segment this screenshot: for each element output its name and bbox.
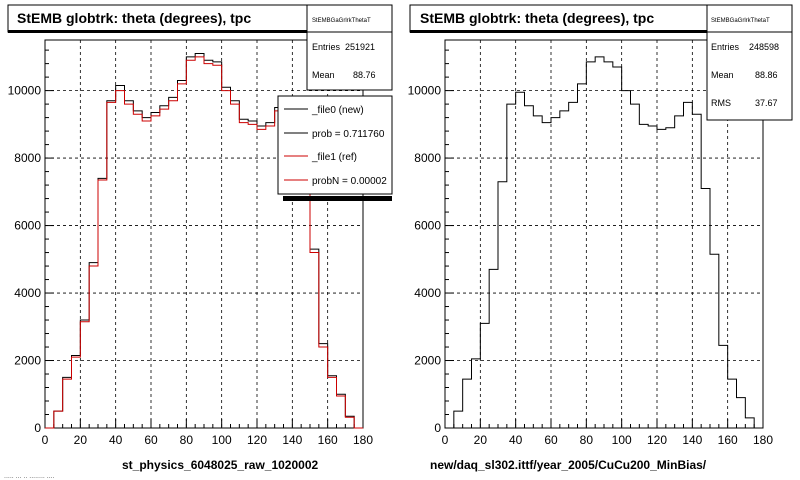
legend-label: probN = 0.00002: [312, 176, 387, 187]
stats-entries-label: Entries: [711, 42, 740, 52]
stats-entries-value: 251921: [345, 42, 375, 52]
x-tick-label: 20: [474, 433, 488, 447]
x-tick-label: 140: [682, 433, 702, 447]
stats-name: StEMBGaGrlrkThetaT: [711, 18, 770, 24]
x-axis-label: new/daq_sl302.ittf/year_2005/CuCu200_Min…: [430, 458, 707, 472]
x-tick-label: 160: [718, 433, 738, 447]
x-axis-label: st_physics_6048025_raw_1020002: [122, 458, 318, 472]
y-tick-label: 0: [434, 421, 441, 435]
x-tick-label: 120: [647, 433, 667, 447]
axis-ticks: 0 20 40 60 80 100 120 140 160 180 0 2000 4000 6000 800…: [8, 49, 373, 447]
x-tick-label: 60: [144, 433, 158, 447]
legend-shadow: [283, 196, 392, 201]
stats-box: [706, 4, 793, 121]
legend-label: prob = 0.711760: [312, 129, 385, 140]
y-tick-label: 2000: [414, 354, 441, 368]
x-tick-label: 0: [442, 433, 449, 447]
y-tick-label: 2000: [14, 354, 41, 368]
stats-rms-value: 37.67: [755, 98, 778, 108]
title-box: [7, 4, 309, 33]
legend-box: [277, 95, 393, 195]
stats-name: StEMBGaGrlrkThetaT: [312, 18, 371, 24]
axis-ticks: 0 20 40 60 80 100 120 140 160 180 0 2000 4000 6000 800…: [408, 49, 773, 447]
y-tick-label: 4000: [414, 286, 441, 300]
x-tick-label: 140: [282, 433, 302, 447]
x-tick-label: 80: [180, 433, 194, 447]
y-tick-label: 10000: [408, 84, 442, 98]
x-tick-label: 160: [318, 433, 338, 447]
x-tick-label: 100: [612, 433, 632, 447]
footer-stamp: ..... ... .. ........ ....: [4, 473, 55, 480]
y-tick-label: 6000: [414, 219, 441, 233]
x-tick-label: 60: [544, 433, 558, 447]
legend-label: _file0 (new): [311, 105, 364, 116]
series-group: [445, 56, 763, 429]
x-tick-label: 40: [509, 433, 523, 447]
x-tick-label: 0: [42, 433, 49, 447]
stats-box: [306, 4, 393, 91]
stats-entries-value: 248598: [749, 42, 779, 52]
x-tick-label: 20: [74, 433, 88, 447]
title-shadow: [410, 30, 710, 33]
stats-mean-value: 88.76: [353, 70, 376, 80]
panel-left: 0 20 40 60 80 100 120 140 160 180 0 2000 4000 6000 800…: [7, 4, 393, 472]
x-tick-label: 180: [753, 433, 773, 447]
legend-label: _file1 (ref): [311, 152, 357, 163]
y-tick-label: 8000: [414, 151, 441, 165]
stats-mean-value: 88.86: [755, 70, 778, 80]
title-shadow: [8, 30, 308, 33]
panel-right: 0 20 40 60 80 100 120 140 160 180 0 2000 4000 6000 800…: [408, 4, 793, 472]
y-tick-label: 6000: [14, 219, 41, 233]
y-tick-label: 4000: [14, 286, 41, 300]
stats-mean-label: Mean: [312, 70, 335, 80]
chart-title: StEMB globtrk: theta (degrees), tpc: [420, 10, 654, 26]
series-line: [445, 56, 763, 429]
x-tick-label: 120: [247, 433, 267, 447]
gridlines: [445, 40, 763, 428]
x-tick-label: 80: [580, 433, 594, 447]
stats-mean-label: Mean: [711, 70, 734, 80]
stats-rms-label: RMS: [711, 98, 731, 108]
y-tick-label: 8000: [14, 151, 41, 165]
x-tick-label: 40: [109, 433, 123, 447]
chart-title: StEMB globtrk: theta (degrees), tpc: [17, 10, 251, 26]
y-tick-label: 10000: [8, 84, 42, 98]
y-tick-label: 0: [34, 421, 41, 435]
x-tick-label: 180: [353, 433, 373, 447]
x-tick-label: 100: [212, 433, 232, 447]
stats-entries-label: Entries: [312, 42, 341, 52]
